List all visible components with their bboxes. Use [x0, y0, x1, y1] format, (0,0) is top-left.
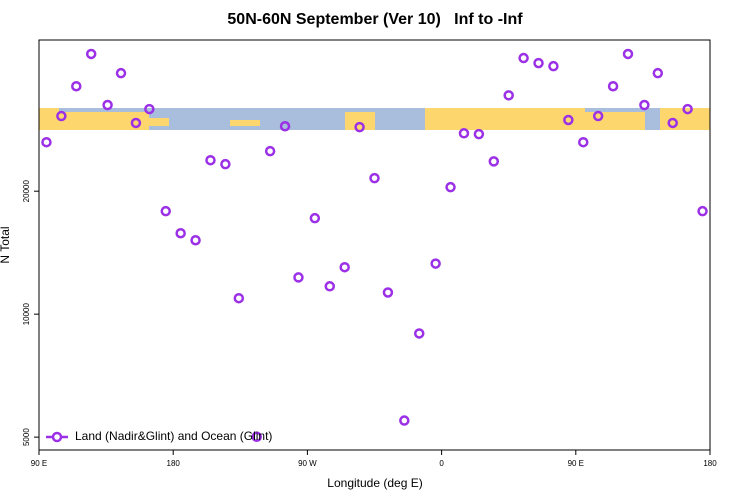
point [592, 110, 604, 122]
map-strip [39, 108, 710, 130]
point [102, 99, 113, 111]
land [585, 112, 645, 130]
point [85, 48, 97, 60]
point [503, 90, 514, 101]
legend-marker [51, 431, 63, 443]
point [413, 328, 425, 339]
land [59, 112, 149, 130]
point [667, 117, 678, 129]
land [149, 118, 169, 126]
point [309, 212, 321, 224]
point [682, 103, 693, 115]
point [354, 121, 365, 133]
point [399, 415, 410, 426]
point [339, 261, 350, 273]
x-tick-label: 0 [439, 459, 444, 468]
point [622, 48, 634, 60]
point [71, 80, 82, 92]
point [607, 80, 619, 92]
y-axis-label: N Total [0, 226, 12, 263]
land [425, 108, 585, 130]
point [697, 205, 708, 217]
point [639, 99, 650, 111]
x-tick-label: 180 [703, 459, 717, 468]
plot-frame [38, 39, 711, 451]
y-tick-label: 5000 [22, 428, 31, 446]
point [445, 181, 456, 193]
point [190, 234, 201, 246]
point [264, 145, 276, 157]
land [39, 108, 59, 130]
y-tick-label: 10000 [22, 302, 31, 325]
point [369, 172, 380, 184]
point [430, 258, 441, 269]
point [233, 292, 245, 304]
point [382, 287, 394, 298]
chart-title: 50N-60N September (Ver 10) Inf to -Inf [227, 11, 523, 28]
legend-label: Land (Nadir&Glint) and Ocean (Glint) [75, 429, 272, 443]
point [652, 67, 664, 79]
point [473, 128, 485, 140]
x-tick-label: 90 W [298, 459, 317, 468]
point [160, 205, 171, 217]
point [41, 136, 52, 148]
land [230, 120, 260, 126]
point [144, 103, 155, 115]
point [518, 52, 529, 64]
land [660, 108, 710, 130]
point [279, 121, 291, 132]
point [175, 227, 186, 239]
x-tick-label: 90 E [568, 459, 584, 468]
point [205, 154, 216, 166]
y-tick-label: 20000 [22, 180, 31, 203]
point [548, 60, 559, 72]
point [251, 431, 262, 443]
point [220, 158, 231, 170]
x-tick-label: 180 [167, 459, 181, 468]
point [324, 281, 336, 292]
land [345, 112, 375, 130]
point [115, 67, 127, 79]
point [56, 110, 67, 122]
point [533, 57, 544, 69]
point [578, 136, 589, 148]
x-tick-label: 90 E [31, 459, 47, 468]
point [458, 128, 470, 139]
point [130, 117, 142, 129]
point [488, 156, 500, 167]
x-axis-label: Longitude (deg E) [327, 476, 422, 490]
point [293, 272, 304, 283]
point [563, 114, 574, 126]
